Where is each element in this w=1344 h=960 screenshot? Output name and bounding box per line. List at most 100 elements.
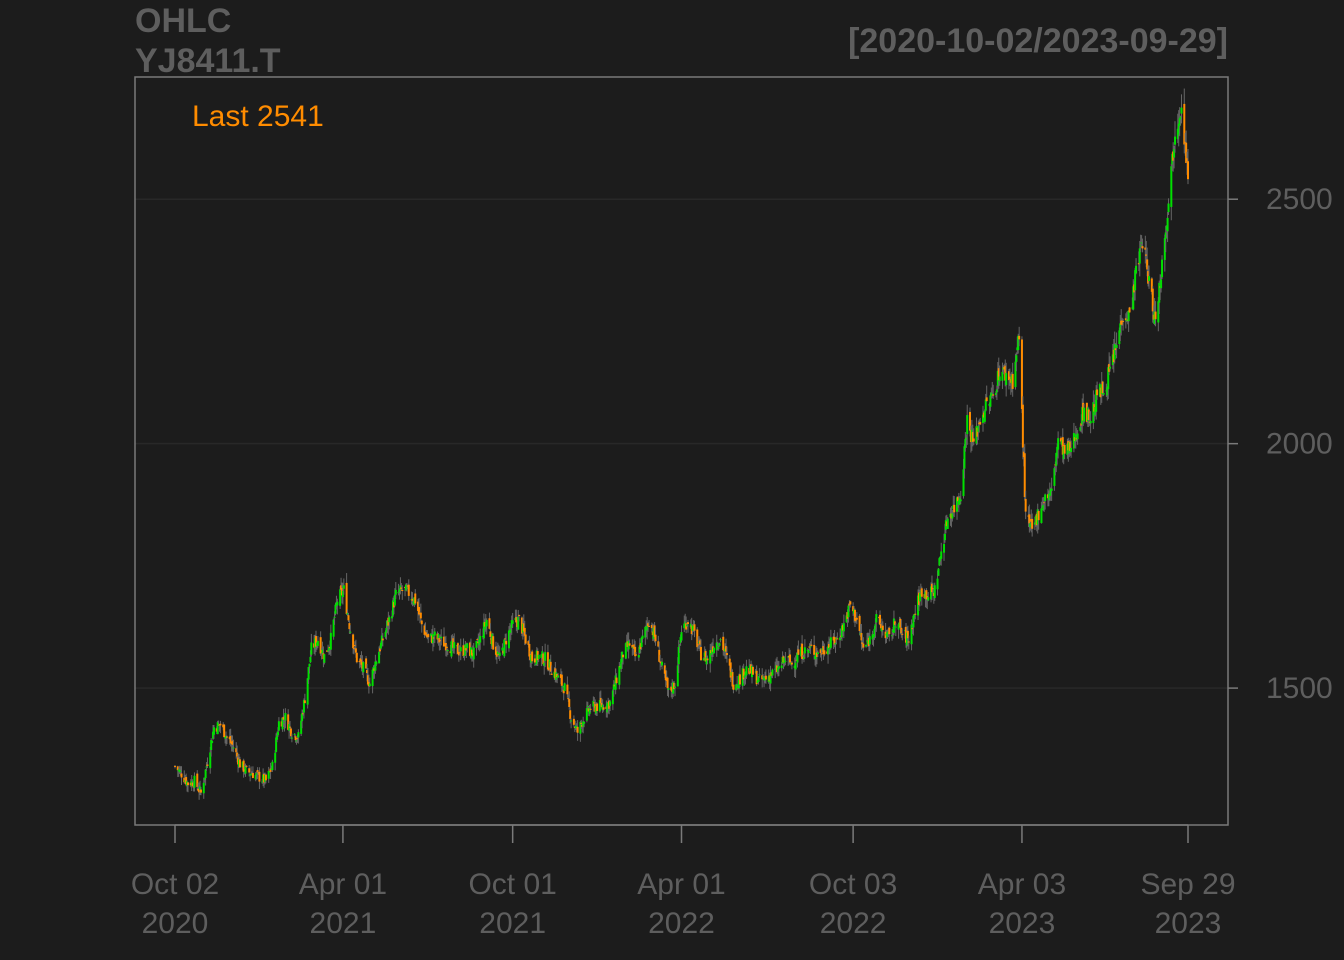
candle-body-2023-04-04	[1021, 404, 1024, 448]
candle-body-2022-12-21	[925, 590, 928, 600]
candle-body-2023-08-21	[1150, 278, 1153, 292]
candle-body-2020-11-24	[223, 724, 226, 738]
candle-body-2022-10-12	[860, 633, 863, 641]
candle-body-2023-05-31	[1074, 434, 1077, 442]
candle-body-2021-07-09	[433, 631, 436, 636]
candle-body-2021-10-05	[515, 617, 518, 623]
candle-body-2021-03-05	[316, 640, 319, 646]
candle-body-2021-08-05	[458, 652, 461, 654]
candle-body-2021-11-23	[560, 674, 563, 686]
candle-body-2022-01-17	[611, 690, 614, 705]
candle-body-2022-08-09	[801, 643, 804, 659]
candle-body-2023-08-31	[1160, 279, 1163, 289]
candle-body-2020-11-27	[225, 736, 228, 738]
candle-body-2021-01-04	[261, 781, 264, 783]
candle-body-2020-11-18	[217, 723, 220, 726]
candle-body-2021-01-21	[276, 731, 279, 736]
y-tick-label: 2500	[1266, 183, 1333, 216]
candle-body-2021-01-27	[282, 716, 285, 720]
candle-body-2022-05-31	[736, 684, 739, 686]
candle-body-2023-06-02	[1076, 433, 1079, 440]
candle-body-2023-05-15	[1059, 438, 1062, 442]
candle-body-2022-11-01	[879, 614, 882, 625]
x-tick-label: Apr 03	[978, 868, 1066, 901]
candle-body-2021-12-24	[589, 708, 592, 710]
candle-body-2021-07-22	[445, 646, 448, 649]
candle-body-2020-12-25	[251, 772, 254, 779]
candle-body-2022-11-14	[891, 635, 894, 637]
candle-body-2020-12-17	[244, 766, 247, 774]
candle-body-2021-03-19	[329, 632, 332, 650]
candle-body-2023-01-13	[946, 518, 949, 529]
candle-body-2021-02-25	[309, 656, 312, 663]
candle-body-2023-08-25	[1154, 311, 1157, 320]
candle-body-2021-03-26	[336, 601, 339, 606]
candle-body-2022-08-22	[813, 644, 816, 655]
candle-body-2023-08-18	[1148, 276, 1151, 282]
candle-body-2023-02-22	[983, 410, 986, 422]
candle-body-2021-07-23	[446, 650, 449, 652]
candle-body-2023-01-20	[953, 504, 956, 513]
candle-body-2022-04-05	[684, 621, 687, 623]
candle-body-2023-03-28	[1015, 355, 1018, 362]
candle-body-2022-12-27	[930, 583, 933, 593]
candle-body-2022-09-23	[842, 623, 845, 632]
candle-body-2021-12-16	[582, 721, 585, 727]
candle-body-2021-04-28	[366, 675, 369, 685]
candle-body-2022-09-08	[828, 647, 831, 650]
candle-body-2020-12-07	[235, 748, 238, 753]
candle-body-2022-06-28	[762, 676, 765, 678]
candle-body-2022-10-26	[873, 628, 876, 638]
candle-body-2022-01-07	[602, 707, 605, 710]
candle-body-2022-11-21	[897, 624, 900, 630]
candle-body-2023-04-11	[1028, 514, 1031, 524]
candle-body-2020-12-15	[242, 760, 245, 772]
candle-body-2021-08-09	[462, 645, 465, 657]
candle-body-2022-04-21	[699, 640, 702, 645]
candle-body-2022-04-08	[686, 622, 689, 625]
candle-body-2022-10-07	[855, 617, 858, 620]
candle-body-2021-04-23	[362, 662, 365, 673]
candle-body-2021-09-24	[505, 640, 508, 645]
candle-body-2022-09-07	[827, 643, 830, 648]
candle-body-2022-03-11	[661, 661, 664, 666]
candle-body-2022-07-06	[769, 674, 772, 684]
candle-body-2021-06-11	[407, 584, 410, 596]
candle-body-2020-12-18	[245, 765, 248, 767]
candle-body-2022-02-25	[648, 625, 651, 627]
candle-body-2021-10-08	[518, 614, 521, 616]
candle-body-2022-07-15	[777, 666, 780, 669]
candle-body-2022-11-30	[905, 632, 908, 646]
candle-body-2023-08-11	[1141, 246, 1144, 249]
candle-body-2021-12-31	[596, 703, 599, 711]
candle-body-2020-10-30	[199, 789, 202, 793]
candle-body-2021-10-15	[524, 634, 527, 644]
candle-body-2022-09-21	[840, 625, 843, 638]
candle-body-2020-12-29	[255, 773, 258, 775]
candle-body-2021-05-28	[394, 589, 397, 595]
candle-body-2023-02-23	[984, 399, 987, 411]
candle-body-2021-12-21	[586, 705, 589, 708]
candle-body-2022-03-30	[678, 644, 681, 646]
candle-body-2021-07-21	[444, 643, 447, 651]
candle-body-2021-01-20	[276, 735, 279, 740]
candle-body-2020-10-23	[193, 775, 196, 788]
candle-body-2021-02-09	[294, 736, 297, 741]
candle-body-2023-08-04	[1135, 265, 1138, 274]
candle-body-2021-11-24	[561, 686, 564, 688]
candle-body-2021-09-07	[489, 631, 492, 637]
candle-body-2022-11-11	[888, 627, 891, 635]
candle-body-2023-09-11	[1170, 166, 1173, 207]
candle-body-2022-12-01	[906, 630, 909, 639]
candle-body-2023-07-07	[1109, 366, 1112, 369]
candle-body-2020-11-02	[202, 782, 205, 794]
candle-body-2022-03-08	[658, 649, 661, 662]
candle-body-2021-03-12	[323, 654, 326, 663]
candle-body-2021-02-08	[293, 733, 296, 735]
candle-body-2023-04-14	[1031, 518, 1034, 529]
candle-body-2023-04-03	[1020, 339, 1023, 410]
candle-body-2023-06-29	[1101, 381, 1104, 394]
candle-body-2022-12-26	[930, 586, 933, 600]
candle-body-2021-06-08	[404, 584, 407, 591]
candle-body-2021-02-15	[300, 720, 303, 734]
